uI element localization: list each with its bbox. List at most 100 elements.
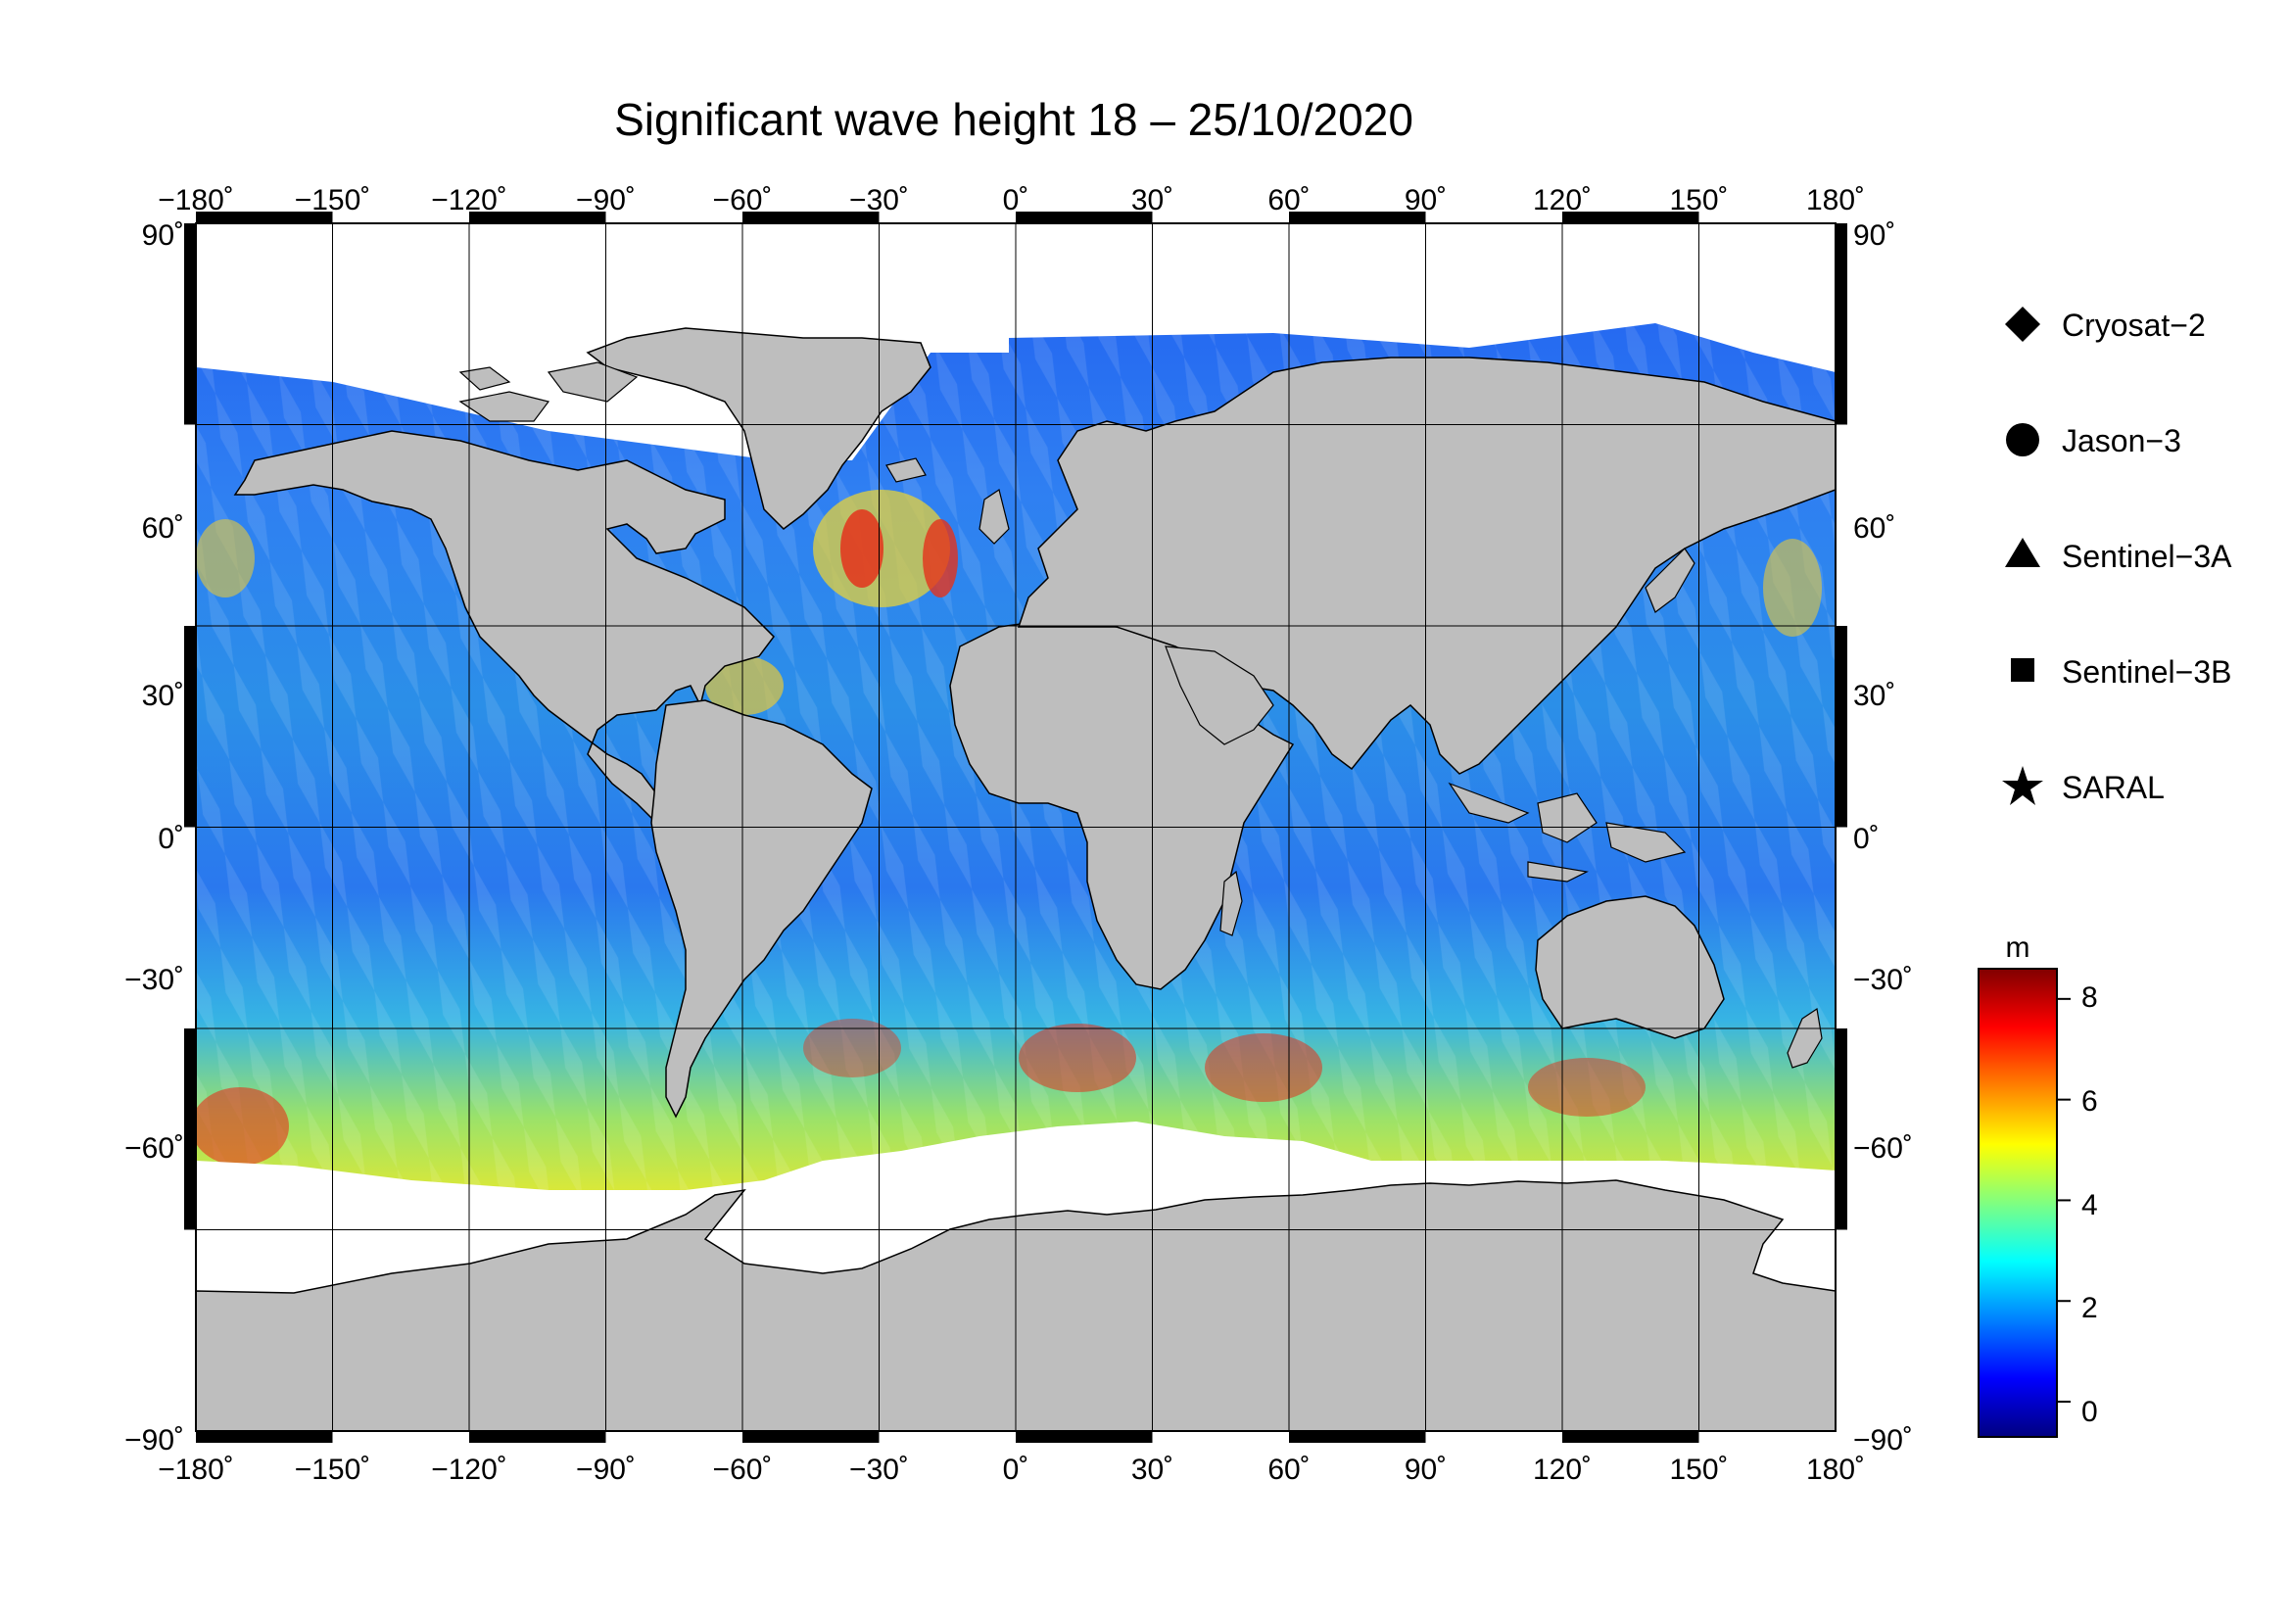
lon-tick-top: −120˚: [431, 184, 507, 216]
japan-landmass: [1645, 548, 1695, 613]
north-america-landmass: [233, 430, 775, 844]
frame-bar: [469, 212, 606, 223]
lon-tick-bottom: −90˚: [576, 1454, 636, 1486]
map-gridlines: [196, 223, 1836, 1431]
longitude-tick-labels-top: −180˚ −150˚ −120˚ −90˚ −60˚ −30˚ 0˚ 30˚ …: [158, 184, 1865, 216]
lon-tick-top: 120˚: [1533, 184, 1592, 216]
frame-bar: [1562, 1431, 1699, 1443]
chart-title: Significant wave height 18 – 25/10/2020: [614, 94, 1413, 145]
frame-bar: [1016, 1431, 1153, 1443]
legend-item-sentinel-3a: Sentinel−3A: [2005, 538, 2232, 574]
lon-tick-top: −30˚: [849, 184, 909, 216]
greenland-landmass: [586, 327, 931, 530]
legend-label: Jason−3: [2062, 423, 2181, 458]
circle-icon: [2006, 423, 2039, 456]
frame-bar: [1562, 212, 1699, 223]
south-america-landmass: [650, 699, 873, 1119]
lon-tick-top: −150˚: [295, 184, 371, 216]
lat-tick-right: 0˚: [1853, 823, 1880, 855]
colorbar-tick-label: 6: [2081, 1085, 2098, 1118]
madagascar-landmass: [1219, 870, 1243, 936]
lat-tick-right: −60˚: [1853, 1132, 1913, 1165]
lat-tick-right: 90˚: [1853, 219, 1895, 252]
lon-tick-bottom: 120˚: [1533, 1454, 1592, 1486]
colorbar-tick-label: 2: [2081, 1292, 2098, 1324]
lat-tick-right: 30˚: [1853, 680, 1895, 712]
square-icon: [2011, 658, 2034, 682]
lon-tick-top: −180˚: [158, 184, 234, 216]
longitude-tick-labels-bottom: −180˚ −150˚ −120˚ −90˚ −60˚ −30˚ 0˚ 30˚ …: [158, 1454, 1865, 1486]
legend-label: SARAL: [2062, 770, 2165, 805]
legend-item-jason-3: Jason−3: [2006, 423, 2181, 458]
lon-tick-top: 90˚: [1405, 184, 1447, 216]
frame-bar: [1836, 626, 1847, 828]
frame-bar: [1289, 1431, 1426, 1443]
lon-tick-bottom: 60˚: [1267, 1454, 1310, 1486]
frame-bar: [184, 223, 196, 425]
lon-tick-top: 150˚: [1669, 184, 1728, 216]
legend-item-sentinel-3b: Sentinel−3B: [2011, 654, 2231, 690]
lon-tick-top: −90˚: [576, 184, 636, 216]
lat-tick-left: −90˚: [124, 1424, 184, 1457]
frame-bar: [742, 212, 880, 223]
lat-tick-left: 0˚: [158, 823, 184, 855]
lat-tick-left: 90˚: [142, 219, 184, 252]
lon-tick-bottom: 180˚: [1806, 1454, 1865, 1486]
frame-bar: [1016, 212, 1153, 223]
satellite-legend: Cryosat−2 Jason−3 Sentinel−3A Sentinel−3…: [2002, 307, 2232, 805]
frame-bar: [469, 1431, 606, 1443]
lon-tick-bottom: 0˚: [1003, 1454, 1029, 1486]
new-zealand-landmass: [1787, 1007, 1823, 1069]
lon-tick-top: 180˚: [1806, 184, 1865, 216]
lon-tick-top: 0˚: [1003, 184, 1029, 216]
frame-bar: [1836, 223, 1847, 425]
star-icon: [2002, 766, 2043, 805]
map-frame-ticks: [184, 212, 1847, 1443]
legend-item-cryosat-2: Cryosat−2: [2005, 307, 2206, 343]
frame-bar: [1289, 212, 1426, 223]
latitude-tick-labels-left: 90˚ 60˚ 30˚ 0˚ −30˚ −60˚ −90˚: [124, 219, 184, 1457]
colorbar-tick-label: 0: [2081, 1396, 2098, 1428]
frame-bar: [184, 626, 196, 828]
legend-label: Cryosat−2: [2062, 308, 2206, 343]
frame-bar: [196, 1431, 333, 1443]
lon-tick-bottom: −120˚: [431, 1454, 507, 1486]
lon-tick-bottom: −60˚: [713, 1454, 773, 1486]
lat-tick-left: 60˚: [142, 512, 184, 545]
colorbar: m 8 6 4 2 0: [1978, 931, 2098, 1438]
lat-tick-right: 60˚: [1853, 512, 1895, 545]
lon-tick-bottom: −150˚: [295, 1454, 371, 1486]
colorbar-tick-label: 4: [2081, 1189, 2098, 1221]
frame-bar: [1836, 1028, 1847, 1230]
lat-tick-left: −30˚: [124, 964, 184, 996]
frame-bar: [184, 1028, 196, 1230]
lon-tick-bottom: 90˚: [1405, 1454, 1447, 1486]
legend-item-saral: SARAL: [2002, 766, 2165, 805]
latitude-tick-labels-right: 90˚ 60˚ 30˚ 0˚ −30˚ −60˚ −90˚: [1853, 219, 1913, 1457]
frame-bar: [196, 212, 333, 223]
arctic-islands: [458, 361, 639, 422]
lon-tick-top: 30˚: [1131, 184, 1173, 216]
legend-label: Sentinel−3A: [2062, 539, 2232, 574]
lon-tick-top: −60˚: [713, 184, 773, 216]
north-atlantic-islands: [885, 457, 1010, 545]
lat-tick-left: −60˚: [124, 1132, 184, 1165]
lon-tick-bottom: 150˚: [1669, 1454, 1728, 1486]
arabia-landmass: [1165, 645, 1274, 745]
colorbar-tick-label: 8: [2081, 981, 2098, 1014]
lat-tick-right: −90˚: [1853, 1424, 1913, 1457]
southeast-asia-islands: [1448, 782, 1687, 883]
lat-tick-right: −30˚: [1853, 964, 1913, 996]
colorbar-ticks: [2057, 997, 2071, 1404]
map-area: [196, 223, 1836, 1431]
colorbar-unit: m: [2006, 931, 2030, 964]
triangle-icon: [2005, 538, 2040, 567]
lon-tick-bottom: 30˚: [1131, 1454, 1173, 1486]
diamond-icon: [2005, 307, 2040, 342]
lon-tick-top: 60˚: [1267, 184, 1310, 216]
lon-tick-bottom: −180˚: [158, 1454, 234, 1486]
lat-tick-left: 30˚: [142, 680, 184, 712]
legend-label: Sentinel−3B: [2062, 654, 2231, 690]
